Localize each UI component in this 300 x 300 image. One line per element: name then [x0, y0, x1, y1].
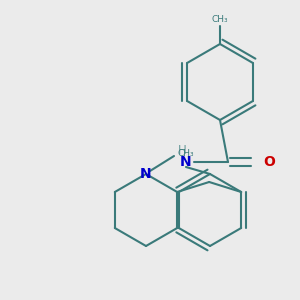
Text: N: N [180, 155, 192, 169]
Text: O: O [263, 155, 275, 169]
Text: H: H [178, 143, 186, 157]
Text: CH₃: CH₃ [177, 149, 194, 158]
Text: N: N [140, 167, 152, 181]
Text: CH₃: CH₃ [212, 15, 228, 24]
